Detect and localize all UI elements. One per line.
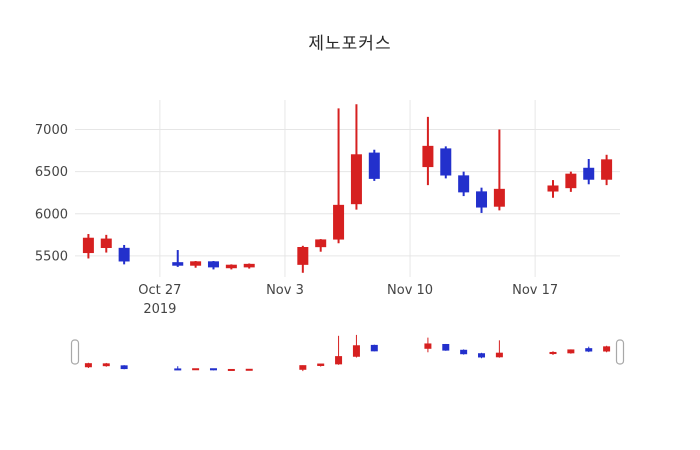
- candle[interactable]: [207, 260, 219, 270]
- y-tick-label: 6000: [35, 207, 68, 222]
- candle[interactable]: [100, 234, 112, 253]
- rangeslider-candle: [120, 365, 128, 370]
- candle[interactable]: [458, 171, 470, 197]
- rangeslider-candle: [335, 335, 343, 365]
- rangeslider-candle: [442, 343, 450, 351]
- x-tick-label: Nov 3: [266, 283, 304, 298]
- rangeslider-track[interactable]: [75, 331, 620, 375]
- rangeslider-candle: [460, 349, 468, 355]
- rangeslider-candle: [495, 340, 503, 358]
- rangeslider-candle: [567, 349, 575, 354]
- candle[interactable]: [297, 245, 309, 273]
- rangeslider-candle: [585, 346, 593, 353]
- y-tick-label: 5500: [35, 249, 68, 264]
- candle[interactable]: [315, 239, 327, 252]
- rangeslider-handle-right[interactable]: [615, 339, 625, 365]
- x-tick-label: Nov 17: [512, 283, 558, 298]
- rangeslider-candle: [102, 362, 110, 367]
- y-tick-label: 6500: [35, 165, 68, 180]
- candle[interactable]: [601, 154, 613, 186]
- candle[interactable]: [172, 250, 184, 267]
- rangeslider-candle: [478, 352, 486, 359]
- candle[interactable]: [82, 234, 94, 259]
- candle[interactable]: [190, 260, 202, 268]
- candle[interactable]: [118, 244, 130, 265]
- x-tick-label: Nov 10: [387, 283, 433, 298]
- x-tick-label: Oct 27: [138, 283, 181, 298]
- rangeslider-candle: [549, 351, 557, 355]
- candle[interactable]: [243, 263, 255, 269]
- rangeslider-candle: [603, 345, 611, 353]
- rangeslider-candle: [174, 366, 182, 371]
- rangeslider-candle: [299, 365, 307, 372]
- chart-title: 제노포커스: [308, 34, 392, 54]
- rangeslider-handle-left[interactable]: [70, 339, 80, 365]
- rangeslider-candle: [209, 368, 217, 371]
- candle[interactable]: [493, 129, 505, 211]
- candle[interactable]: [422, 116, 434, 186]
- candle[interactable]: [583, 159, 595, 185]
- y-tick-label: 7000: [35, 123, 68, 138]
- candle[interactable]: [350, 104, 362, 210]
- candle[interactable]: [565, 171, 577, 192]
- candle[interactable]: [225, 264, 237, 270]
- rangeslider-candle: [227, 368, 235, 371]
- candle[interactable]: [368, 149, 380, 181]
- rangeslider-candle: [84, 362, 92, 369]
- rangeslider-candle: [370, 344, 378, 352]
- x-tick-sublabel: 2019: [143, 302, 176, 317]
- candle[interactable]: [333, 108, 345, 244]
- rangeslider-candle: [352, 334, 360, 358]
- rangeslider-candle: [245, 368, 253, 371]
- rangeslider-candle: [424, 337, 432, 353]
- candle[interactable]: [476, 187, 488, 213]
- rangeslider-candle: [192, 368, 200, 371]
- plot-drag-area[interactable]: [75, 100, 620, 277]
- candle[interactable]: [547, 180, 559, 198]
- candle[interactable]: [440, 146, 452, 179]
- rangeslider-candle: [317, 363, 325, 367]
